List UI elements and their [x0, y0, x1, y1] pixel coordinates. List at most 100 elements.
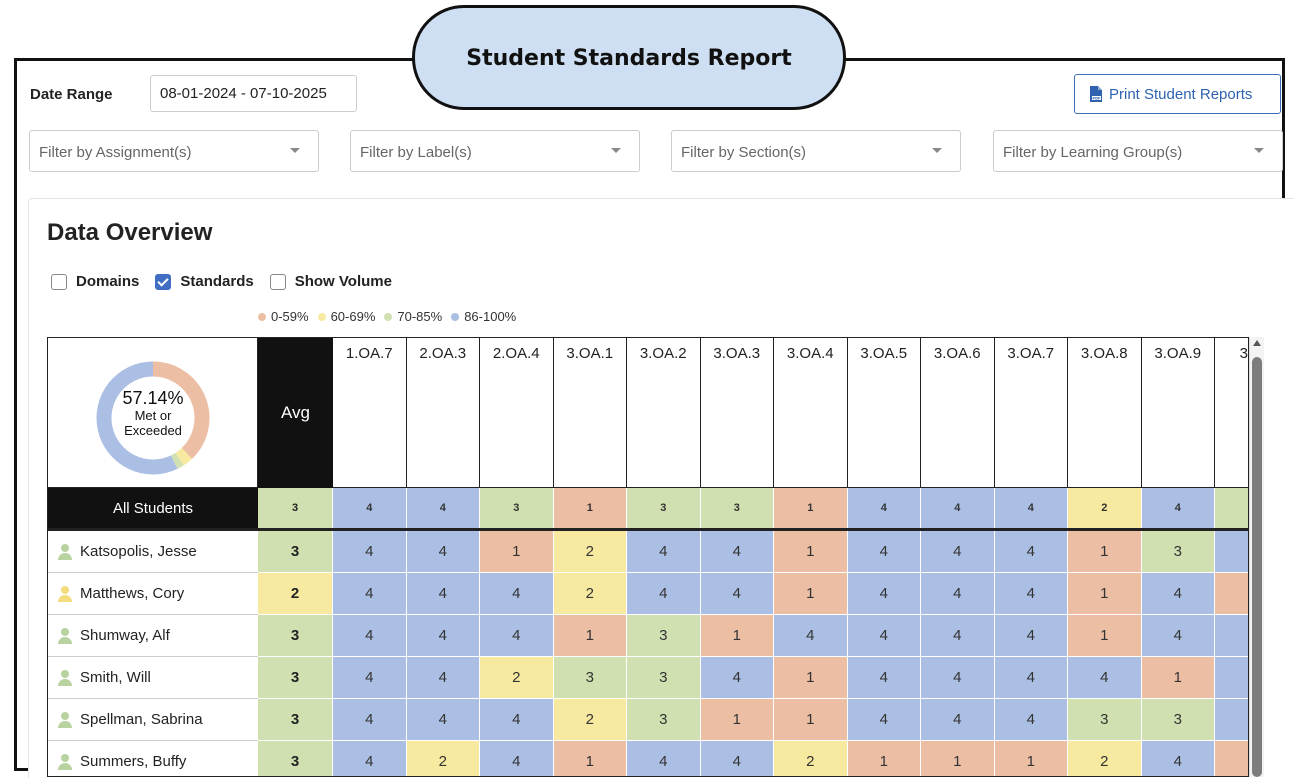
- student-name-cell[interactable]: Smith, Will: [48, 657, 258, 699]
- student-score-cell[interactable]: 4: [333, 741, 407, 776]
- student-score-cell[interactable]: 4: [1141, 573, 1215, 615]
- student-score-cell[interactable]: 4: [1068, 657, 1142, 699]
- student-score-cell[interactable]: 4: [333, 615, 407, 657]
- student-score-cell[interactable]: 4: [627, 741, 701, 776]
- student-score-cell[interactable]: 4: [627, 531, 701, 573]
- student-score-cell[interactable]: [1215, 657, 1248, 699]
- domains-checkbox-box[interactable]: [51, 273, 67, 290]
- student-score-cell[interactable]: 4: [406, 531, 480, 573]
- all-students-score-cell[interactable]: 4: [1141, 488, 1215, 529]
- student-score-cell[interactable]: 1: [774, 657, 848, 699]
- student-score-cell[interactable]: [1215, 573, 1248, 615]
- student-score-cell[interactable]: 2: [774, 741, 848, 776]
- all-students-score-cell[interactable]: 1: [553, 488, 627, 529]
- column-header-3-OA-7[interactable]: 3.OA.7: [994, 338, 1068, 488]
- student-score-cell[interactable]: 4: [774, 615, 848, 657]
- all-students-score-cell[interactable]: 4: [333, 488, 407, 529]
- filter-labels[interactable]: Filter by Label(s): [350, 130, 640, 172]
- column-header-3-OA-9[interactable]: 3.OA.9: [1141, 338, 1215, 488]
- student-score-cell[interactable]: [1215, 531, 1248, 573]
- show-volume-checkbox[interactable]: Show Volume: [269, 273, 392, 290]
- student-score-cell[interactable]: 3: [627, 699, 701, 741]
- student-score-cell[interactable]: 1: [921, 741, 995, 776]
- column-header-2-OA-3[interactable]: 2.OA.3: [406, 338, 480, 488]
- student-score-cell[interactable]: 2: [406, 741, 480, 776]
- all-students-score-cell[interactable]: 4: [406, 488, 480, 529]
- student-name-cell[interactable]: Katsopolis, Jesse: [48, 531, 258, 573]
- column-header-3-OA-2[interactable]: 3.OA.2: [627, 338, 701, 488]
- all-students-score-cell[interactable]: 3: [700, 488, 774, 529]
- student-name-cell[interactable]: Summers, Buffy: [48, 741, 258, 776]
- student-score-cell[interactable]: 4: [480, 741, 554, 776]
- all-students-score-cell[interactable]: 4: [847, 488, 921, 529]
- filter-assignments[interactable]: Filter by Assignment(s): [29, 130, 319, 172]
- standards-checkbox-box[interactable]: [155, 273, 172, 290]
- filter-sections[interactable]: Filter by Section(s): [671, 130, 961, 172]
- student-score-cell[interactable]: 4: [921, 657, 995, 699]
- all-students-score-cell[interactable]: 2: [1068, 488, 1142, 529]
- student-score-cell[interactable]: 1: [1068, 615, 1142, 657]
- column-header-3-OA-3[interactable]: 3.OA.3: [700, 338, 774, 488]
- student-score-cell[interactable]: [1215, 699, 1248, 741]
- student-score-cell[interactable]: 1: [774, 573, 848, 615]
- student-score-cell[interactable]: 2: [480, 657, 554, 699]
- student-score-cell[interactable]: 1: [774, 699, 848, 741]
- student-score-cell[interactable]: 4: [994, 699, 1068, 741]
- student-score-cell[interactable]: 4: [480, 573, 554, 615]
- student-name-cell[interactable]: Spellman, Sabrina: [48, 699, 258, 741]
- student-score-cell[interactable]: 3: [627, 657, 701, 699]
- column-header-3-N[interactable]: 3.N: [1215, 338, 1248, 488]
- student-name-cell[interactable]: Shumway, Alf: [48, 615, 258, 657]
- student-score-cell[interactable]: 4: [847, 573, 921, 615]
- grid-scrollbar[interactable]: [1249, 337, 1264, 777]
- student-score-cell[interactable]: 4: [406, 573, 480, 615]
- student-score-cell[interactable]: [1215, 615, 1248, 657]
- column-header-3-OA-4[interactable]: 3.OA.4: [774, 338, 848, 488]
- student-avg-cell[interactable]: 3: [258, 657, 333, 699]
- student-avg-cell[interactable]: 2: [258, 573, 333, 615]
- student-score-cell[interactable]: 4: [994, 573, 1068, 615]
- scroll-thumb[interactable]: [1252, 357, 1262, 777]
- student-score-cell[interactable]: 4: [480, 699, 554, 741]
- student-score-cell[interactable]: 4: [700, 741, 774, 776]
- student-score-cell[interactable]: 2: [553, 531, 627, 573]
- student-score-cell[interactable]: 4: [406, 615, 480, 657]
- all-students-score-cell[interactable]: 1: [774, 488, 848, 529]
- student-score-cell[interactable]: 4: [333, 531, 407, 573]
- all-students-score-cell[interactable]: 4: [921, 488, 995, 529]
- student-score-cell[interactable]: 4: [700, 573, 774, 615]
- student-score-cell[interactable]: 2: [553, 573, 627, 615]
- student-score-cell[interactable]: 4: [333, 573, 407, 615]
- student-score-cell[interactable]: 2: [1068, 741, 1142, 776]
- student-score-cell[interactable]: 3: [1141, 699, 1215, 741]
- all-students-row-label[interactable]: All Students: [48, 488, 258, 529]
- student-score-cell[interactable]: 3: [1141, 531, 1215, 573]
- student-score-cell[interactable]: 3: [553, 657, 627, 699]
- student-score-cell[interactable]: 4: [847, 657, 921, 699]
- avg-column-header[interactable]: Avg: [258, 338, 333, 488]
- date-range-input[interactable]: 08-01-2024 - 07-10-2025: [150, 75, 357, 112]
- student-avg-cell[interactable]: 3: [258, 615, 333, 657]
- student-score-cell[interactable]: 4: [921, 573, 995, 615]
- all-students-score-cell[interactable]: 4: [994, 488, 1068, 529]
- student-score-cell[interactable]: 4: [921, 699, 995, 741]
- student-score-cell[interactable]: 4: [627, 573, 701, 615]
- student-score-cell[interactable]: 1: [553, 615, 627, 657]
- student-score-cell[interactable]: 4: [921, 531, 995, 573]
- student-name-cell[interactable]: Matthews, Cory: [48, 573, 258, 615]
- student-avg-cell[interactable]: 3: [258, 741, 333, 776]
- all-students-score-cell[interactable]: 3: [480, 488, 554, 529]
- student-score-cell[interactable]: 4: [847, 615, 921, 657]
- student-avg-cell[interactable]: 3: [258, 531, 333, 573]
- filter-learning-groups[interactable]: Filter by Learning Group(s): [993, 130, 1283, 172]
- student-score-cell[interactable]: 4: [406, 657, 480, 699]
- student-score-cell[interactable]: 4: [700, 657, 774, 699]
- student-score-cell[interactable]: 4: [700, 531, 774, 573]
- student-score-cell[interactable]: 1: [700, 699, 774, 741]
- domains-checkbox[interactable]: Domains: [51, 273, 139, 290]
- student-score-cell[interactable]: 2: [553, 699, 627, 741]
- student-score-cell[interactable]: 1: [1068, 573, 1142, 615]
- student-score-cell[interactable]: 4: [406, 699, 480, 741]
- student-score-cell[interactable]: 1: [700, 615, 774, 657]
- column-header-3-OA-6[interactable]: 3.OA.6: [921, 338, 995, 488]
